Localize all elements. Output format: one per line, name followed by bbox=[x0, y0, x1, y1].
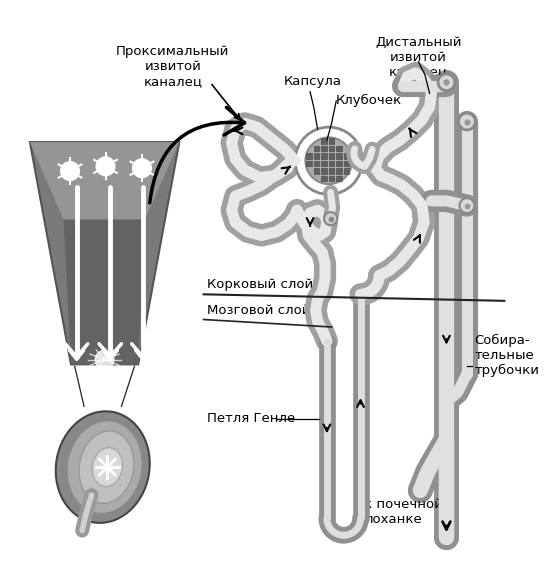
Circle shape bbox=[96, 157, 115, 176]
Text: Капсула: Капсула bbox=[284, 75, 342, 88]
Bar bbox=[322, 168, 327, 174]
Ellipse shape bbox=[55, 411, 150, 523]
Circle shape bbox=[324, 212, 337, 225]
Circle shape bbox=[133, 159, 151, 178]
Bar bbox=[344, 161, 349, 166]
Ellipse shape bbox=[67, 420, 143, 514]
Bar bbox=[336, 146, 342, 151]
Bar bbox=[322, 146, 327, 151]
Circle shape bbox=[305, 137, 352, 184]
Bar bbox=[329, 138, 335, 144]
Ellipse shape bbox=[92, 448, 122, 486]
Text: к почечной
лоханке: к почечной лоханке bbox=[364, 498, 443, 526]
Bar bbox=[314, 153, 319, 159]
Circle shape bbox=[95, 351, 114, 369]
Text: Собира-
тельные
трубочки: Собира- тельные трубочки bbox=[474, 333, 540, 377]
Text: Дистальный
извитой
каналец: Дистальный извитой каналец bbox=[375, 36, 462, 79]
Bar bbox=[314, 168, 319, 174]
Bar bbox=[344, 168, 349, 174]
Bar bbox=[344, 153, 349, 159]
Bar bbox=[329, 146, 335, 151]
Text: Корковый слой: Корковый слой bbox=[207, 278, 313, 291]
Bar bbox=[336, 161, 342, 166]
Bar bbox=[329, 168, 335, 174]
Bar bbox=[336, 176, 342, 182]
FancyArrowPatch shape bbox=[150, 108, 245, 203]
Ellipse shape bbox=[79, 431, 134, 503]
Text: Клубочек: Клубочек bbox=[336, 93, 403, 106]
Text: Проксимальный
извитой
каналец: Проксимальный извитой каналец bbox=[116, 45, 230, 88]
Bar bbox=[329, 153, 335, 159]
Bar bbox=[322, 153, 327, 159]
Bar bbox=[314, 161, 319, 166]
Bar bbox=[322, 161, 327, 166]
Bar bbox=[336, 153, 342, 159]
Circle shape bbox=[460, 198, 474, 213]
Polygon shape bbox=[64, 220, 145, 364]
Bar bbox=[329, 176, 335, 182]
Circle shape bbox=[295, 127, 362, 195]
Bar bbox=[329, 161, 335, 166]
Circle shape bbox=[438, 74, 455, 90]
Bar bbox=[306, 153, 312, 159]
Bar bbox=[336, 168, 342, 174]
Bar bbox=[322, 138, 327, 144]
Text: Мозговой слой: Мозговой слой bbox=[207, 304, 311, 317]
Circle shape bbox=[61, 162, 79, 180]
Circle shape bbox=[459, 113, 475, 130]
Bar bbox=[306, 161, 312, 166]
Text: Петля Генле: Петля Генле bbox=[207, 412, 295, 425]
Polygon shape bbox=[30, 142, 180, 220]
Bar bbox=[314, 146, 319, 151]
Polygon shape bbox=[30, 142, 180, 364]
Bar bbox=[322, 176, 327, 182]
